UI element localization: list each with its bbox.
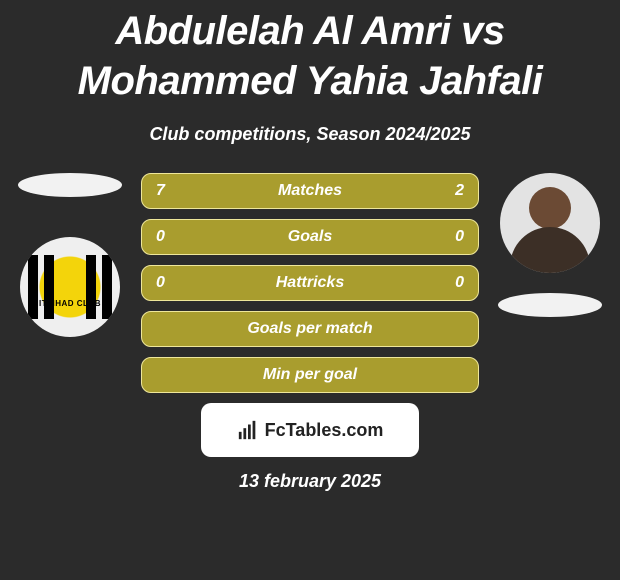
page-title: Abdulelah Al Amri vs Mohammed Yahia Jahf… [0, 0, 620, 106]
club-badge-text: ITTIHAD CLUB [20, 299, 120, 308]
comparison-stage: ITTIHAD CLUB 7 Matches 2 0 Goals 0 0 Hat… [0, 173, 620, 393]
source-badge-text: FcTables.com [265, 420, 384, 441]
stat-label: Goals per match [247, 320, 372, 338]
player-left-club-badge: ITTIHAD CLUB [20, 237, 120, 337]
subtitle: Club competitions, Season 2024/2025 [0, 124, 620, 145]
player-right-avatar [500, 173, 600, 273]
stat-row-min-per-goal: Min per goal [141, 357, 479, 393]
player-left-column: ITTIHAD CLUB [10, 173, 130, 337]
player-right-column [490, 173, 610, 317]
stat-left-value: 0 [156, 274, 176, 292]
player-left-name-pill [18, 173, 122, 197]
stat-left-value: 0 [156, 228, 176, 246]
stat-label: Matches [278, 182, 342, 200]
stat-row-goals-per-match: Goals per match [141, 311, 479, 347]
generated-date: 13 february 2025 [0, 471, 620, 492]
stat-row-hattricks: 0 Hattricks 0 [141, 265, 479, 301]
stat-right-value: 0 [444, 274, 464, 292]
stat-label: Goals [288, 228, 332, 246]
bar-chart-icon [237, 419, 259, 441]
avatar-head-icon [529, 187, 571, 229]
stat-bars: 7 Matches 2 0 Goals 0 0 Hattricks 0 Goal… [141, 173, 479, 393]
source-badge: FcTables.com [201, 403, 419, 457]
stat-row-matches: 7 Matches 2 [141, 173, 479, 209]
stat-left-value: 7 [156, 182, 176, 200]
ittihad-stripes-icon [20, 237, 120, 337]
avatar-body-icon [510, 227, 590, 273]
stat-row-goals: 0 Goals 0 [141, 219, 479, 255]
player-right-name-pill [498, 293, 602, 317]
stat-label: Hattricks [276, 274, 344, 292]
stat-label: Min per goal [263, 366, 357, 384]
stat-right-value: 2 [444, 182, 464, 200]
stat-right-value: 0 [444, 228, 464, 246]
